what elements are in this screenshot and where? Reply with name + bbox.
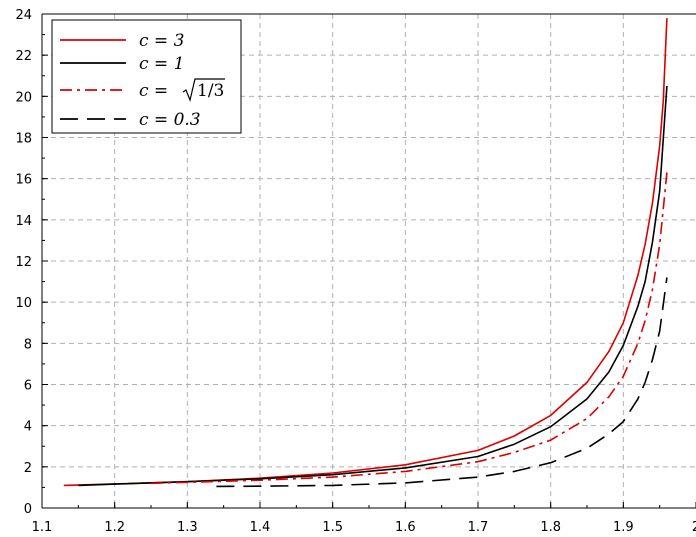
legend: c = 3 c = 1 c = 1/3 c = 0.3 <box>51 19 242 134</box>
y-tick-label: 16 <box>15 173 32 188</box>
legend-label-1: c = 1 <box>139 54 184 74</box>
series-line-2 <box>150 172 668 485</box>
series-layer <box>63 18 668 488</box>
y-tick-label: 20 <box>15 90 32 105</box>
x-tick-label: 1.9 <box>613 520 634 535</box>
y-tick-label: 22 <box>15 49 32 64</box>
x-tick-label: 1.8 <box>540 520 561 535</box>
legend-label-2: c = <box>139 81 168 101</box>
x-tick-label: 1.2 <box>104 520 125 535</box>
x-tick-label: 1.3 <box>177 520 198 535</box>
y-tick-label: 14 <box>15 214 32 229</box>
x-tick-label: 1.4 <box>250 520 271 535</box>
legend-label-3: c = 0.3 <box>139 110 201 130</box>
x-tick-label: 2 <box>692 520 696 535</box>
y-tick-label: 12 <box>15 255 32 270</box>
x-tick-label: 1.6 <box>395 520 416 535</box>
x-tick-label: 1.5 <box>322 520 343 535</box>
legend-radical-2 <box>182 78 225 102</box>
series-line-1 <box>78 85 668 487</box>
y-tick-label: 18 <box>15 132 32 147</box>
series-line-3 <box>216 277 668 488</box>
x-tick-label: 1.1 <box>32 520 53 535</box>
y-tick-label: 2 <box>24 461 32 476</box>
legend-root-2: 1/3 <box>197 81 224 101</box>
y-tick-label: 10 <box>15 296 32 311</box>
y-tick-label: 4 <box>24 420 32 435</box>
y-tick-label: 8 <box>24 337 32 352</box>
y-tick-label: 0 <box>24 502 32 517</box>
legend-box <box>51 19 242 134</box>
x-tick-label: 1.7 <box>468 520 489 535</box>
y-tick-label: 24 <box>15 8 32 23</box>
y-tick-label: 6 <box>24 379 32 394</box>
legend-label-0: c = 3 <box>139 31 184 51</box>
x-axis-ticks: 1.1 1.2 1.3 1.4 1.5 1.6 1.7 1.8 1.9 2 <box>32 502 696 535</box>
